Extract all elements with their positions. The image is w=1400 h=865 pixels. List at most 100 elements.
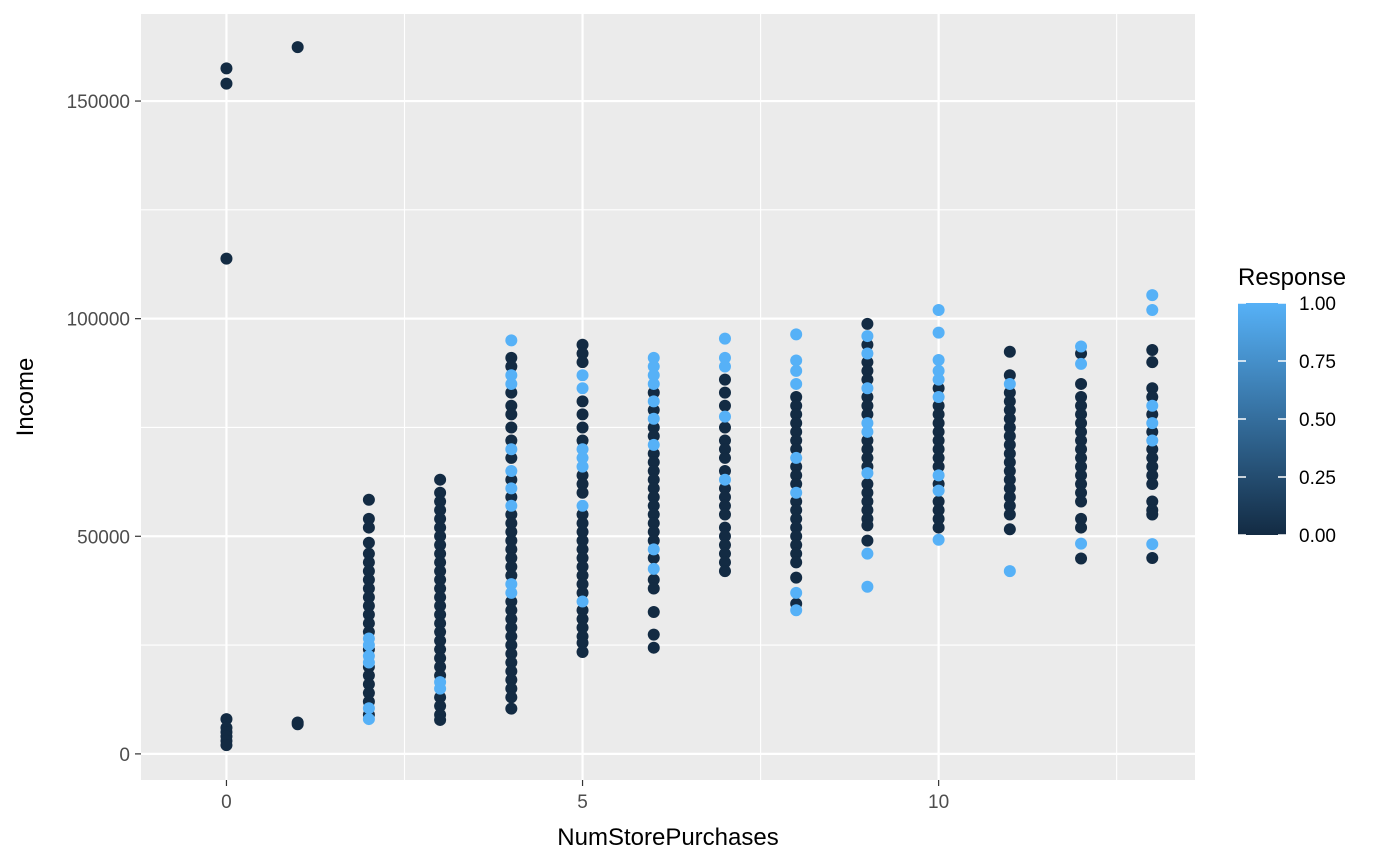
data-point bbox=[1075, 425, 1088, 438]
data-point bbox=[291, 718, 304, 731]
data-point bbox=[790, 478, 803, 491]
data-point bbox=[434, 626, 447, 639]
data-point bbox=[576, 434, 589, 447]
data-point bbox=[362, 556, 375, 569]
data-point bbox=[1003, 499, 1016, 512]
data-point bbox=[861, 347, 874, 360]
data-point bbox=[362, 608, 375, 621]
data-point bbox=[647, 508, 660, 521]
data-point bbox=[790, 425, 803, 438]
data-point bbox=[647, 386, 660, 399]
data-point bbox=[647, 395, 660, 408]
data-point bbox=[647, 447, 660, 460]
data-point bbox=[362, 591, 375, 604]
data-point bbox=[861, 495, 874, 508]
data-point bbox=[576, 604, 589, 617]
data-point bbox=[647, 491, 660, 504]
data-point bbox=[220, 713, 233, 726]
data-point bbox=[505, 586, 518, 599]
data-point bbox=[718, 508, 731, 521]
data-point bbox=[362, 617, 375, 630]
data-point bbox=[576, 499, 589, 512]
data-point bbox=[790, 556, 803, 569]
legend-label: 0.00 bbox=[1299, 526, 1336, 547]
data-point bbox=[576, 646, 589, 659]
data-point bbox=[1146, 443, 1159, 456]
data-point bbox=[576, 469, 589, 482]
data-point bbox=[434, 565, 447, 578]
legend-label: 1.00 bbox=[1299, 294, 1336, 315]
data-point bbox=[718, 556, 731, 569]
data-point bbox=[790, 486, 803, 499]
plot-panel bbox=[141, 14, 1195, 780]
data-point bbox=[861, 547, 874, 560]
data-point bbox=[505, 525, 518, 538]
data-point bbox=[718, 360, 731, 373]
y-tick-label: 0 bbox=[119, 745, 130, 766]
data-point bbox=[1003, 377, 1016, 390]
x-tick-label: 0 bbox=[221, 792, 232, 813]
data-point bbox=[505, 569, 518, 582]
data-point bbox=[434, 504, 447, 517]
data-point bbox=[362, 536, 375, 549]
data-point bbox=[505, 464, 518, 477]
data-point bbox=[1003, 345, 1016, 358]
data-point bbox=[505, 595, 518, 608]
data-point bbox=[647, 351, 660, 364]
data-point bbox=[932, 303, 945, 316]
data-point bbox=[576, 369, 589, 382]
data-point bbox=[1146, 382, 1159, 395]
data-point bbox=[505, 560, 518, 573]
legend-title: Response bbox=[1238, 264, 1346, 291]
data-point bbox=[718, 538, 731, 551]
data-point bbox=[576, 395, 589, 408]
data-point bbox=[790, 586, 803, 599]
data-point bbox=[1003, 412, 1016, 425]
data-point bbox=[362, 565, 375, 578]
data-point bbox=[861, 486, 874, 499]
data-point bbox=[647, 464, 660, 477]
data-point bbox=[576, 569, 589, 582]
data-point bbox=[861, 443, 874, 456]
data-point bbox=[861, 317, 874, 330]
data-point bbox=[647, 438, 660, 451]
data-point bbox=[932, 451, 945, 464]
data-point bbox=[1146, 425, 1159, 438]
data-point bbox=[576, 451, 589, 464]
data-point bbox=[932, 533, 945, 546]
data-point bbox=[861, 338, 874, 351]
data-point bbox=[1146, 356, 1159, 369]
data-point bbox=[1003, 565, 1016, 578]
data-point bbox=[647, 360, 660, 373]
data-point bbox=[1146, 552, 1159, 565]
data-point bbox=[1003, 395, 1016, 408]
data-point bbox=[505, 552, 518, 565]
data-point bbox=[362, 493, 375, 506]
data-point bbox=[576, 612, 589, 625]
data-point bbox=[790, 408, 803, 421]
data-point bbox=[790, 443, 803, 456]
x-axis-title: NumStorePurchases bbox=[557, 824, 778, 851]
data-point bbox=[647, 534, 660, 547]
data-point bbox=[861, 504, 874, 517]
data-point bbox=[1146, 303, 1159, 316]
data-point bbox=[505, 451, 518, 464]
data-point bbox=[505, 408, 518, 421]
data-point bbox=[1146, 399, 1159, 412]
data-point bbox=[718, 565, 731, 578]
data-point bbox=[718, 530, 731, 543]
data-point bbox=[932, 354, 945, 367]
data-point bbox=[434, 660, 447, 673]
data-point bbox=[718, 410, 731, 423]
legend: Response 0.00 0.25 0.50 0.75 1.00 bbox=[1238, 264, 1346, 547]
data-point bbox=[647, 456, 660, 469]
data-point bbox=[362, 639, 375, 652]
data-point bbox=[1003, 456, 1016, 469]
data-point bbox=[647, 517, 660, 530]
data-point bbox=[932, 495, 945, 508]
data-point bbox=[1075, 478, 1088, 491]
data-point bbox=[434, 486, 447, 499]
data-point bbox=[647, 430, 660, 443]
data-point bbox=[576, 560, 589, 573]
data-point bbox=[1075, 340, 1088, 353]
